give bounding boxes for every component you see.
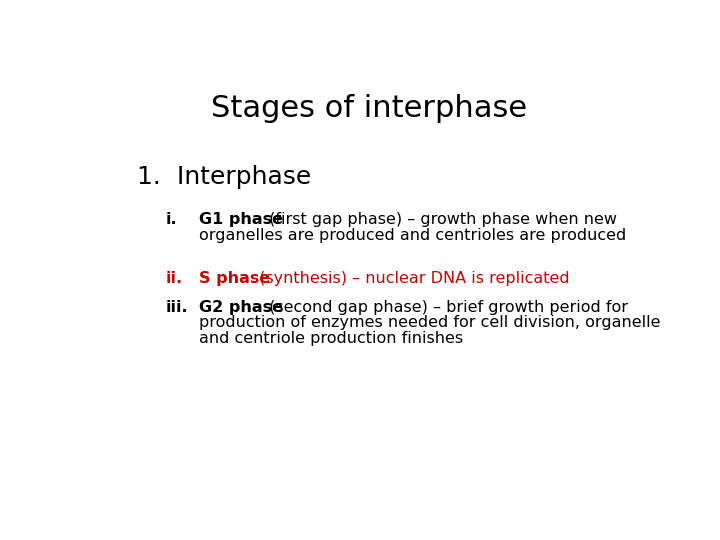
- Text: Stages of interphase: Stages of interphase: [211, 94, 527, 123]
- Text: (second gap phase) – brief growth period for: (second gap phase) – brief growth period…: [264, 300, 628, 315]
- Text: G1 phase: G1 phase: [199, 212, 283, 227]
- Text: 1.  Interphase: 1. Interphase: [138, 165, 312, 188]
- Text: production of enzymes needed for cell division, organelle: production of enzymes needed for cell di…: [199, 315, 660, 330]
- Text: i.: i.: [166, 212, 177, 227]
- Text: (first gap phase) – growth phase when new: (first gap phase) – growth phase when ne…: [264, 212, 617, 227]
- Text: iii.: iii.: [166, 300, 188, 315]
- Text: G2 phase: G2 phase: [199, 300, 283, 315]
- Text: organelles are produced and centrioles are produced: organelles are produced and centrioles a…: [199, 228, 626, 243]
- Text: S phase: S phase: [199, 271, 270, 286]
- Text: and centriole production finishes: and centriole production finishes: [199, 331, 463, 346]
- Text: (synthesis) – nuclear DNA is replicated: (synthesis) – nuclear DNA is replicated: [254, 271, 570, 286]
- Text: ii.: ii.: [166, 271, 182, 286]
